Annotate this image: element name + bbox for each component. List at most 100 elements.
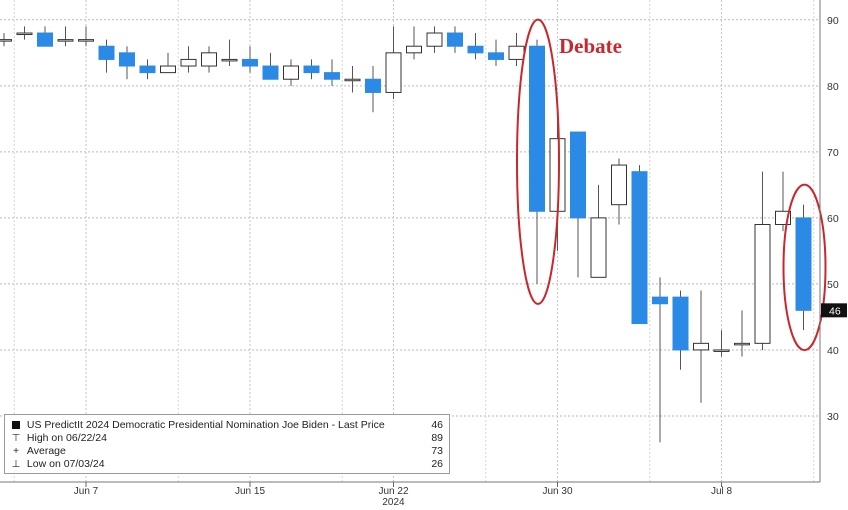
candle-body-up	[201, 52, 217, 67]
candle	[119, 46, 135, 80]
candle-body-down	[631, 171, 648, 325]
candle	[242, 46, 258, 73]
last-price-tag-bg	[821, 303, 847, 318]
legend-series-label: US PredictIt 2024 Democratic Presidentia…	[26, 419, 385, 431]
candle-body-down	[262, 65, 279, 80]
legend-low-row: ⊥ Low on 07/03/24 26	[11, 458, 445, 470]
candle-body-up	[160, 65, 176, 74]
candle-body-up	[16, 32, 33, 36]
legend-series-square-icon	[12, 421, 20, 429]
candle	[693, 290, 709, 403]
candle	[16, 26, 33, 40]
candle	[508, 33, 525, 67]
candle-body-up	[734, 342, 750, 346]
last-price-tag-value: 46	[829, 305, 841, 317]
legend-series-row: US PredictIt 2024 Democratic Presidentia…	[11, 419, 445, 431]
candle	[754, 171, 771, 350]
candle-body-up	[754, 223, 771, 344]
debate-annotation-label: Debate	[559, 34, 622, 58]
candle-body-down	[795, 217, 812, 311]
x-tick-label: Jul 8	[711, 486, 733, 497]
candle	[713, 330, 730, 357]
candle-body-up	[221, 58, 238, 62]
candle	[98, 39, 115, 73]
candle-body-down	[570, 131, 586, 219]
candle-body-up	[406, 45, 422, 54]
candle	[570, 131, 586, 278]
candle	[385, 26, 402, 100]
legend-high-label: High on 06/22/24	[26, 432, 107, 444]
candle-body-up	[611, 164, 627, 206]
candle	[467, 33, 484, 60]
candle-body-up	[385, 52, 402, 93]
candle-body-up	[57, 39, 74, 42]
candle-layer	[0, 26, 812, 443]
candle-body-up	[426, 32, 443, 47]
candle	[221, 39, 238, 67]
candle-body-up	[693, 342, 709, 351]
candle-body-down	[529, 45, 545, 212]
candle	[795, 204, 812, 331]
y-tick-label: 30	[827, 411, 839, 423]
annotation-layer: Debate	[516, 18, 827, 352]
y-tick-label: 40	[827, 345, 839, 357]
candle	[590, 184, 607, 278]
candle	[324, 59, 340, 86]
candle-body-up	[344, 78, 361, 82]
candle	[37, 26, 53, 47]
average-marker-icon: +	[13, 446, 19, 457]
candle	[631, 165, 648, 325]
x-year-label: 2024	[382, 497, 405, 508]
candle	[0, 33, 12, 47]
candle	[283, 59, 299, 86]
candle	[160, 52, 176, 74]
candle-body-down	[119, 52, 135, 67]
candle	[180, 46, 197, 73]
candle-body-up	[180, 58, 197, 67]
high-marker-icon: ⊤	[11, 433, 21, 444]
legend-high-value: 89	[431, 432, 443, 444]
candle	[365, 66, 381, 113]
y-tick-label: 80	[827, 81, 839, 93]
candle-body-up	[508, 45, 525, 60]
candle-body-down	[447, 32, 463, 47]
candle	[672, 290, 689, 370]
candle-body-up	[713, 349, 730, 352]
legend-average-label: Average	[26, 445, 66, 457]
candle	[262, 52, 279, 80]
low-marker-icon: ⊥	[11, 459, 21, 470]
legend-average-row: + Average 73	[11, 445, 445, 457]
legend-average-value: 73	[431, 445, 443, 457]
candle-body-down	[98, 45, 115, 60]
candle	[201, 46, 217, 73]
candle-body-down	[324, 72, 340, 80]
highlight-ellipse	[516, 18, 560, 305]
y-tick-label: 50	[827, 279, 839, 291]
candle	[139, 59, 156, 80]
legend-high-row: ⊤ High on 06/22/24 89	[11, 432, 445, 444]
candle	[426, 26, 443, 53]
candle-body-up	[590, 217, 607, 278]
candle	[78, 26, 94, 47]
legend-low-value: 26	[431, 458, 443, 470]
x-tick-label: Jun 7	[74, 486, 99, 497]
legend: US PredictIt 2024 Democratic Presidentia…	[4, 414, 450, 474]
y-tick-label: 60	[827, 213, 839, 225]
candle	[549, 118, 566, 251]
candle-body-down	[652, 296, 668, 305]
candle-body-down	[139, 65, 156, 74]
candle	[734, 310, 750, 357]
candle-body-down	[303, 65, 320, 74]
candle	[447, 26, 463, 53]
candle-body-down	[672, 296, 689, 351]
candle	[303, 59, 320, 80]
candle	[344, 66, 361, 93]
candle-body-up	[283, 65, 299, 80]
candle	[406, 26, 422, 60]
x-tick-label: Jun 15	[235, 486, 265, 497]
grid-layer	[0, 0, 820, 482]
candle-body-down	[37, 32, 53, 47]
